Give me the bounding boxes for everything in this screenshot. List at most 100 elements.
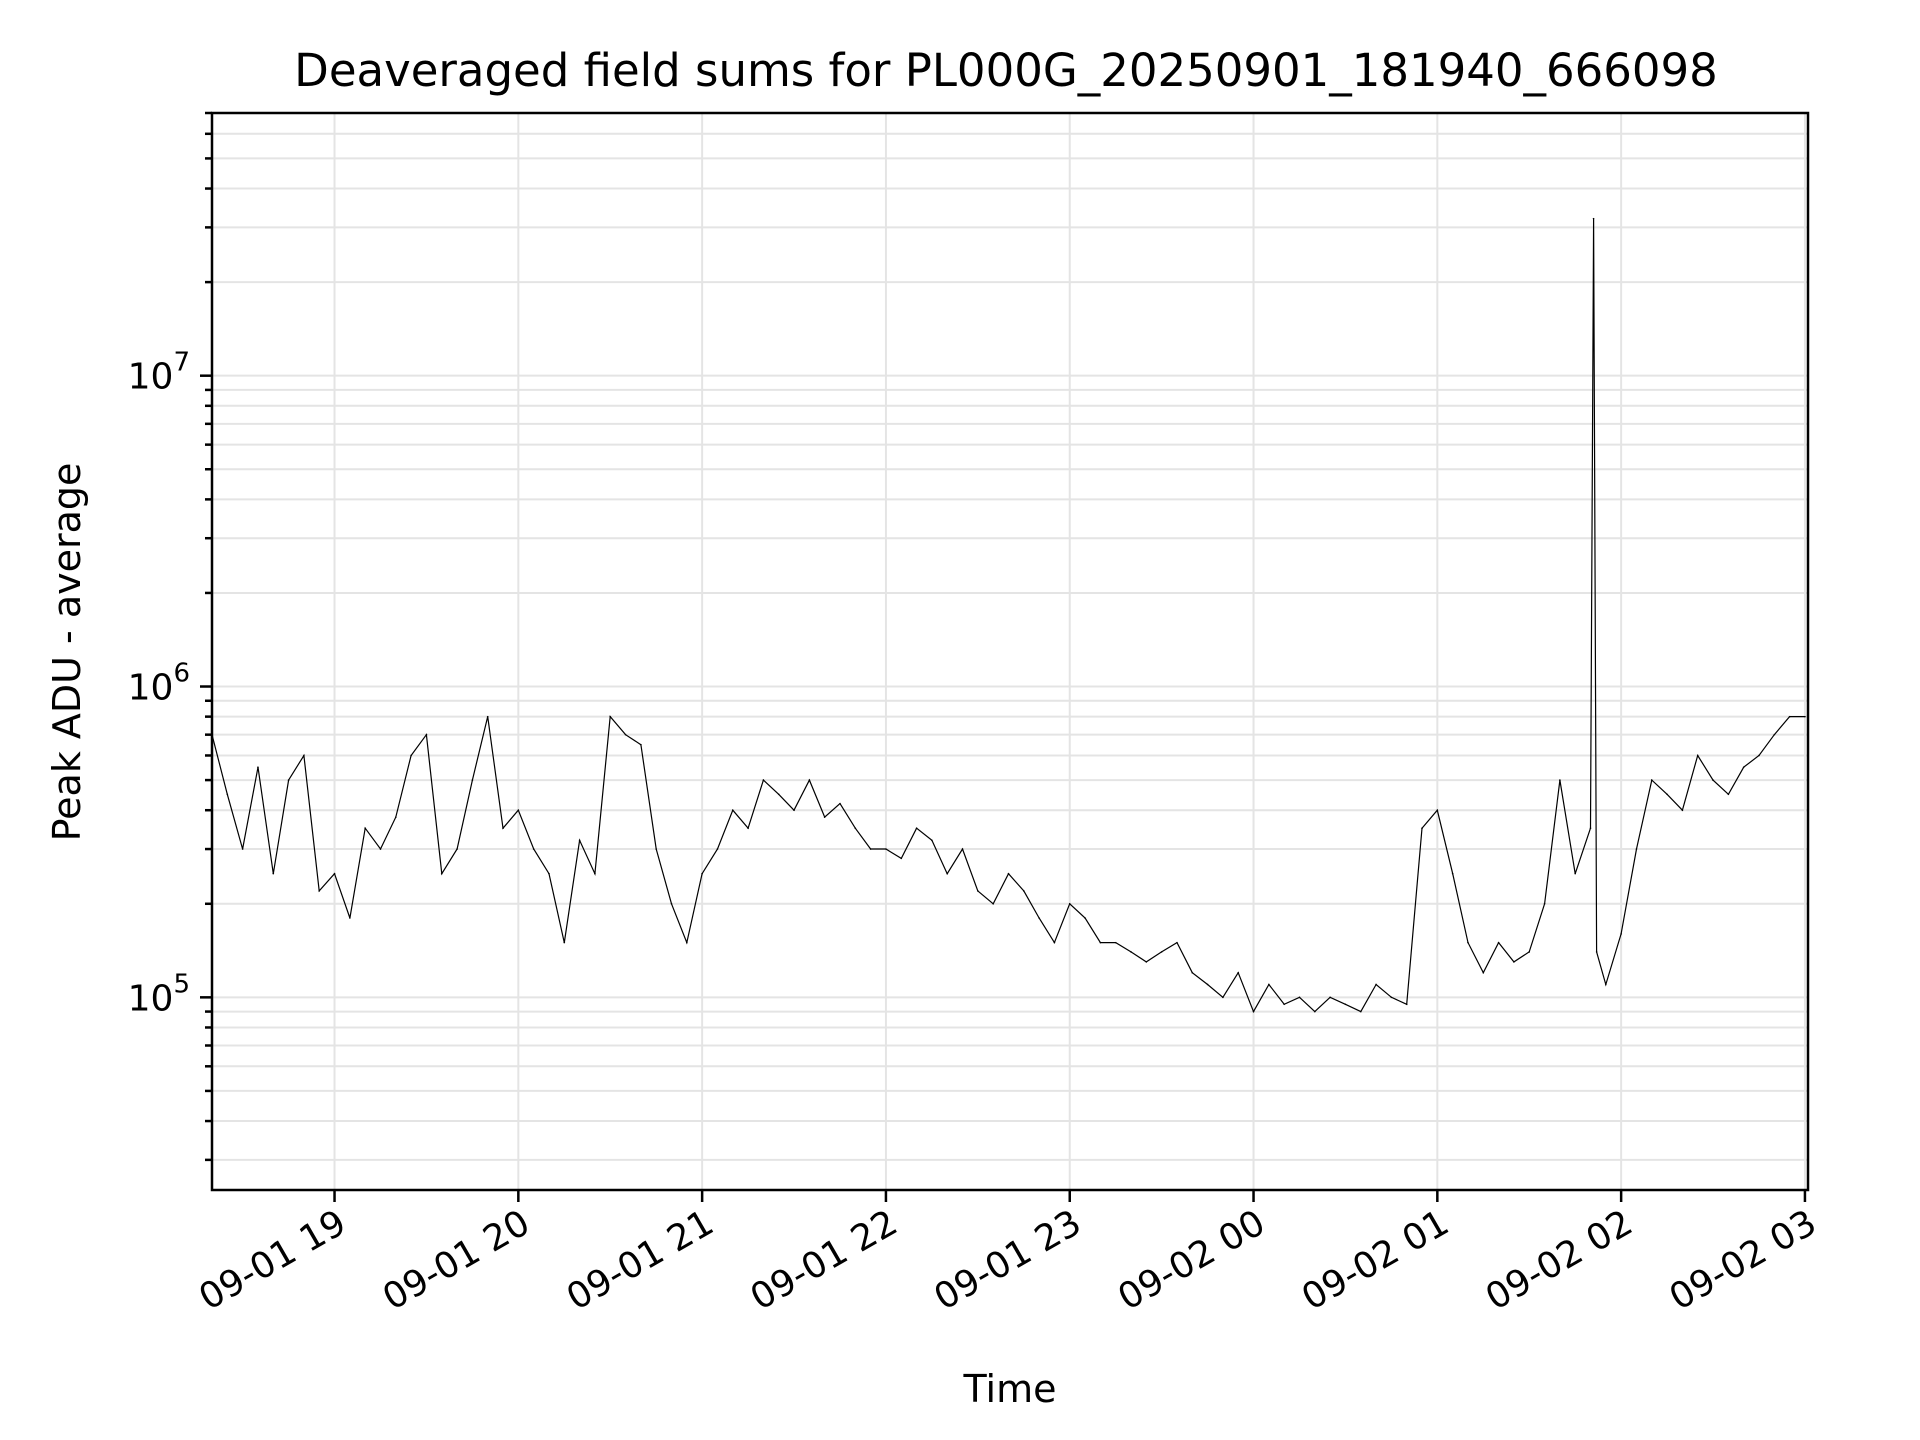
data-point	[1804, 715, 1806, 718]
data-point	[731, 809, 734, 812]
data-point	[1482, 971, 1485, 974]
data-point	[1497, 941, 1500, 944]
data-point	[1329, 996, 1331, 999]
data-point	[624, 733, 627, 736]
data-point	[1359, 1010, 1362, 1013]
data-point	[1022, 890, 1025, 892]
data-point	[241, 848, 244, 850]
y-tick-label: 105	[128, 969, 190, 1019]
data-point	[1114, 941, 1117, 944]
data-point	[808, 779, 811, 781]
data-point	[1589, 827, 1592, 830]
data-point	[961, 848, 964, 850]
data-point	[655, 848, 657, 850]
data-point	[410, 754, 412, 757]
data-point	[1758, 754, 1760, 757]
x-tick-label: 09-01 22	[744, 1202, 905, 1318]
series-layer	[212, 217, 1806, 1013]
data-point	[1007, 872, 1010, 875]
plot-frame	[210, 111, 1810, 1192]
data-point	[716, 848, 719, 850]
data-point	[1390, 996, 1393, 999]
data-point	[1145, 961, 1148, 963]
data-point	[762, 779, 765, 781]
data-point	[686, 941, 688, 944]
data-point	[900, 857, 903, 860]
data-point	[946, 872, 949, 875]
data-point	[226, 793, 229, 796]
data-point	[303, 754, 305, 757]
y-axis: 105 106 107	[128, 111, 212, 1162]
data-point	[701, 872, 703, 875]
data-point	[1574, 872, 1576, 875]
data-point	[532, 848, 535, 850]
y-tick-label: 107	[128, 348, 190, 398]
data-point	[1191, 971, 1194, 974]
data-point	[1595, 951, 1598, 953]
x-tick-label: 09-02 03	[1663, 1202, 1824, 1318]
data-point	[1559, 779, 1561, 781]
data-point	[670, 902, 673, 905]
data-point	[1038, 917, 1040, 919]
data-point	[1773, 733, 1776, 736]
data-point	[1650, 779, 1653, 781]
data-point	[563, 941, 566, 944]
data-point	[885, 848, 887, 850]
data-point	[502, 827, 504, 830]
data-point	[823, 816, 826, 818]
data-point	[578, 839, 581, 842]
data-point	[594, 872, 596, 875]
data-point	[1053, 941, 1056, 944]
data-point	[272, 872, 275, 875]
data-point	[1788, 715, 1791, 718]
data-point	[1176, 941, 1178, 944]
data-point	[869, 848, 872, 850]
data-point	[839, 802, 841, 805]
data-point	[1528, 951, 1531, 953]
data-point	[1681, 809, 1684, 812]
x-tick-label: 09-01 23	[928, 1202, 1089, 1318]
x-tick-label: 09-02 00	[1111, 1202, 1272, 1318]
data-point	[1344, 1003, 1347, 1006]
data-point	[1451, 872, 1454, 875]
data-point	[1666, 793, 1668, 796]
data-point	[425, 733, 428, 736]
x-tick-label: 09-02 01	[1295, 1202, 1456, 1318]
data-point	[1314, 1010, 1316, 1013]
data-point	[1742, 766, 1745, 769]
data-point	[333, 872, 336, 875]
data-point	[977, 890, 979, 892]
data-point	[379, 848, 382, 850]
data-point	[349, 917, 351, 919]
data-point	[486, 715, 489, 718]
data-point	[1712, 779, 1714, 781]
data-point	[1696, 754, 1699, 757]
data-point	[1222, 996, 1224, 999]
x-tick-label: 09-01 21	[560, 1202, 721, 1318]
data-point	[318, 890, 321, 892]
data-point	[1727, 793, 1730, 796]
x-axis-label: Time	[963, 1367, 1057, 1411]
data-point	[931, 839, 933, 842]
x-tick-label: 09-01 19	[192, 1202, 353, 1318]
data-point	[1375, 983, 1377, 986]
data-point	[640, 743, 642, 746]
data-point	[1405, 1003, 1408, 1006]
series-line-0	[212, 218, 1805, 1013]
data-point	[257, 766, 259, 769]
data-point	[793, 809, 795, 812]
data-point	[1467, 941, 1469, 944]
data-point	[395, 816, 397, 818]
data-point	[440, 872, 443, 875]
data-point	[1605, 983, 1607, 986]
data-point	[1130, 951, 1132, 953]
data-point	[1513, 961, 1515, 963]
chart-title: Deaveraged field sums for PL000G_2025090…	[294, 44, 1718, 97]
data-point	[777, 793, 780, 796]
data-point	[1206, 983, 1209, 986]
data-point	[1237, 971, 1240, 974]
data-point	[1543, 902, 1546, 905]
y-axis-label: Peak ADU - average	[45, 463, 89, 842]
data-point	[747, 827, 749, 830]
